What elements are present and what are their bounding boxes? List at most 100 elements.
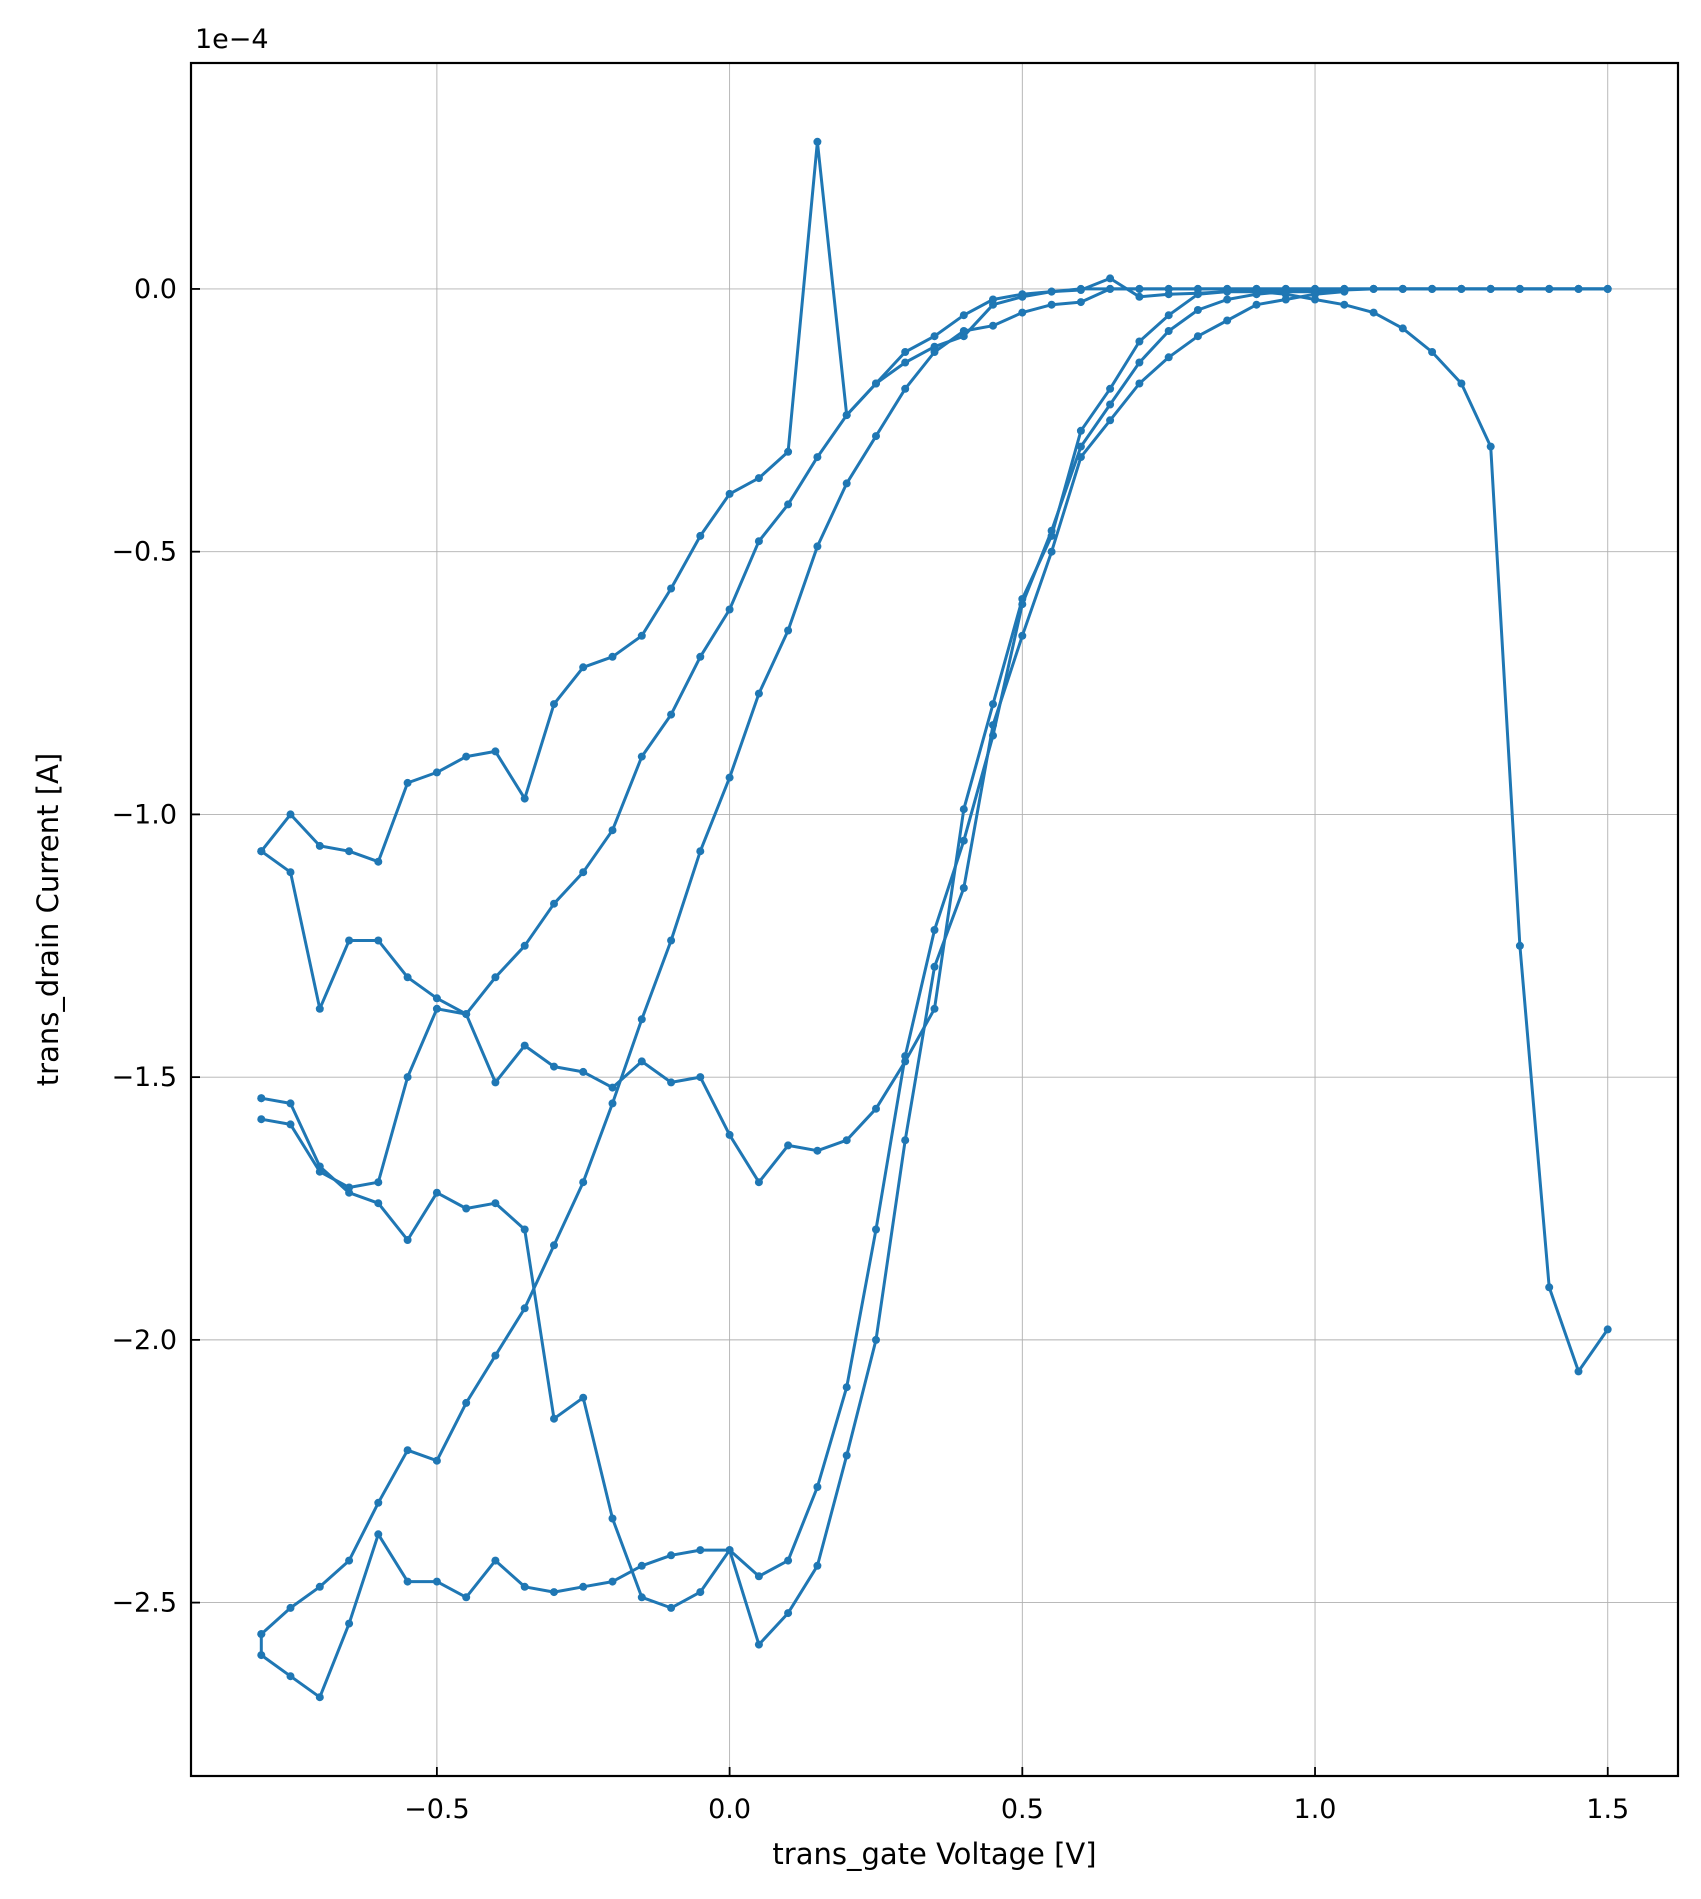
data-point	[1047, 526, 1056, 535]
data-point	[1428, 348, 1437, 356]
data-point	[1223, 316, 1232, 325]
series-3	[257, 284, 1612, 1639]
data-point	[432, 994, 441, 1003]
data-point	[696, 847, 705, 856]
y-tick-label: −1.0	[111, 799, 177, 830]
y-tick-label: −2.0	[111, 1325, 177, 1356]
data-point	[1603, 284, 1612, 293]
data-point	[1311, 290, 1319, 299]
data-point	[930, 348, 939, 356]
data-point	[725, 773, 734, 782]
data-point	[842, 1451, 851, 1460]
data-point	[286, 1672, 295, 1681]
data-point	[1164, 311, 1173, 320]
data-point	[345, 1188, 354, 1197]
data-point	[257, 1094, 266, 1103]
data-point	[1281, 295, 1290, 304]
data-point	[754, 1178, 763, 1187]
data-point	[872, 1335, 880, 1344]
data-point	[315, 1582, 324, 1591]
data-point	[637, 1593, 646, 1602]
data-point	[403, 1073, 412, 1082]
data-point	[1047, 287, 1056, 296]
data-point	[1047, 300, 1056, 309]
data-point	[901, 1136, 910, 1145]
data-point	[403, 973, 412, 982]
data-point	[520, 1304, 529, 1313]
ticks-group: −0.5 0.0 0.5 1.0 1.5 0.0 −0.5 −1.0 −1.5 −2.0 −2.5	[111, 274, 1629, 1825]
data-point	[959, 327, 968, 335]
data-point	[462, 1204, 471, 1213]
data-point	[1457, 379, 1466, 388]
data-point	[1018, 292, 1027, 301]
data-point	[813, 542, 822, 551]
data-point	[1252, 290, 1261, 299]
data-point	[959, 884, 968, 892]
data-point	[784, 1609, 793, 1618]
data-point	[725, 605, 734, 614]
data-point	[1164, 284, 1173, 293]
data-point	[1457, 284, 1466, 293]
data-point	[1281, 287, 1290, 296]
data-point	[901, 1052, 910, 1061]
data-point	[872, 1104, 880, 1113]
data-point	[550, 1241, 558, 1250]
data-point	[257, 1651, 266, 1660]
data-point	[1223, 295, 1232, 304]
data-point	[959, 311, 968, 320]
data-point	[1340, 300, 1349, 309]
data-point	[608, 826, 617, 835]
data-point	[667, 1551, 676, 1560]
data-point	[754, 1640, 763, 1649]
data-point	[462, 752, 471, 761]
data-point	[432, 1577, 441, 1586]
data-point	[1223, 287, 1232, 296]
data-point	[374, 857, 383, 866]
data-point	[696, 652, 705, 661]
data-point	[637, 752, 646, 761]
data-point	[491, 1351, 500, 1360]
data-point	[667, 710, 676, 719]
data-point	[959, 836, 968, 845]
data-point	[491, 747, 500, 756]
data-point	[1369, 284, 1378, 293]
data-point	[345, 847, 354, 856]
data-point	[667, 936, 676, 945]
data-point	[1574, 284, 1583, 293]
data-point	[1135, 292, 1144, 301]
data-point	[608, 652, 617, 661]
data-point	[462, 1010, 471, 1019]
data-point	[1018, 631, 1027, 640]
data-point	[989, 700, 997, 709]
data-point	[1428, 284, 1437, 293]
data-point	[432, 1004, 441, 1013]
data-point	[491, 1078, 500, 1087]
data-point	[989, 721, 997, 730]
data-point	[1076, 284, 1085, 293]
data-point	[813, 1561, 822, 1570]
data-point	[930, 1004, 939, 1013]
data-point	[520, 1041, 529, 1050]
data-point	[286, 1603, 295, 1612]
x-axis-label: trans_gate Voltage [V]	[772, 1837, 1096, 1871]
data-point	[286, 1120, 295, 1129]
data-point	[432, 1456, 441, 1465]
data-point	[842, 1383, 851, 1392]
data-point	[1603, 1325, 1612, 1334]
data-point	[491, 973, 500, 982]
data-point	[608, 1083, 617, 1092]
data-point	[579, 868, 588, 877]
data-point	[1076, 453, 1085, 462]
data-point	[784, 500, 793, 509]
data-point	[842, 1136, 851, 1145]
data-point	[579, 1178, 588, 1187]
x-tick-label: 1.5	[1586, 1794, 1629, 1825]
data-point	[901, 384, 910, 393]
data-point	[1486, 442, 1495, 451]
data-point	[374, 1178, 383, 1187]
data-point	[315, 1162, 324, 1171]
data-point	[1018, 600, 1027, 609]
data-point	[637, 631, 646, 640]
y-tick-label: −1.5	[111, 1062, 177, 1093]
